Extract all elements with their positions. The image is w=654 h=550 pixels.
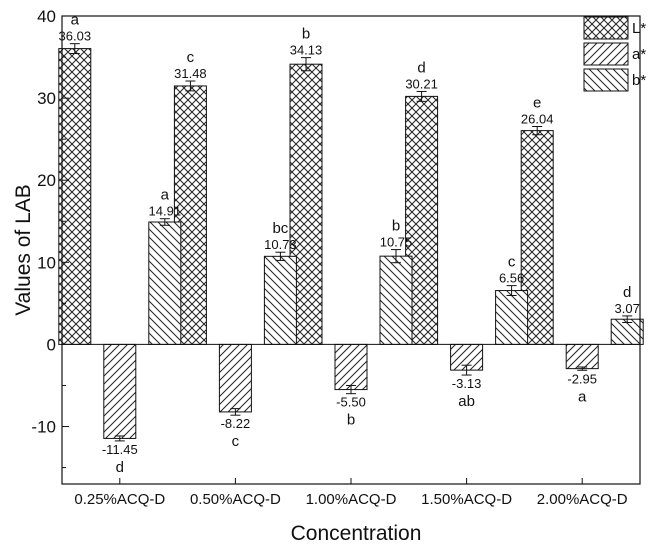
legend-swatch: [583, 42, 629, 66]
significance-letter: c: [187, 49, 195, 66]
legend-swatch: [583, 68, 629, 92]
significance-letter: a: [71, 12, 80, 29]
significance-letter: e: [533, 95, 541, 112]
y-axis-label: Values of LAB: [12, 184, 35, 316]
data-label: 6.56: [499, 271, 524, 286]
significance-letter: a: [161, 187, 170, 204]
bar-astar-4: [565, 343, 599, 370]
legend-label: a*: [632, 46, 646, 63]
data-label: 30.21: [405, 76, 438, 91]
x-tick-label: 0.25%ACQ-D: [74, 491, 165, 508]
y-tick-label: 10: [37, 253, 56, 272]
data-label: -2.95: [567, 371, 597, 386]
data-label: 26.04: [521, 112, 554, 127]
legend-swatch: [583, 16, 629, 40]
legend-label: L*: [632, 20, 646, 37]
significance-letter: c: [508, 254, 516, 271]
x-axis-label: Concentration: [291, 522, 422, 545]
bar-astar-0: [103, 343, 137, 439]
significance-letter: a: [578, 388, 587, 405]
data-label: 34.13: [290, 43, 323, 58]
data-label: 36.03: [59, 29, 92, 44]
data-label: -3.13: [452, 376, 482, 391]
x-tick-label: 0.50%ACQ-D: [190, 491, 281, 508]
data-label: 10.73: [264, 237, 297, 252]
bar-bstar-4: [610, 318, 644, 345]
significance-letter: d: [116, 459, 124, 476]
significance-letter: bc: [272, 220, 288, 237]
significance-letter: d: [417, 59, 425, 76]
x-tick-label: 1.50%ACQ-D: [421, 491, 512, 508]
x-tick-label: 1.00%ACQ-D: [306, 491, 397, 508]
bar-bstar-2: [379, 255, 413, 345]
bar-astar-2: [334, 343, 368, 391]
y-tick-label: 30: [37, 89, 56, 108]
y-tick-label: 40: [37, 7, 56, 26]
bar-astar-1: [218, 343, 252, 413]
significance-letter: b: [347, 412, 355, 429]
bar-Lstar-0: [58, 48, 92, 345]
significance-letter: d: [623, 284, 631, 301]
bar-bstar-0: [148, 221, 182, 345]
significance-letter: ab: [458, 393, 475, 410]
legend-label: b*: [632, 72, 646, 89]
data-label: 10.75: [380, 235, 413, 250]
data-label: -5.50: [336, 395, 366, 410]
data-label: 31.48: [174, 66, 207, 81]
y-tick-label: -10: [31, 418, 56, 437]
data-label: 14.91: [149, 204, 182, 219]
significance-letter: b: [302, 26, 310, 43]
bar-bstar-1: [263, 255, 297, 345]
data-label: 3.07: [615, 301, 640, 316]
x-tick-label: 2.00%ACQ-D: [537, 491, 628, 508]
significance-letter: c: [232, 433, 240, 450]
significance-letter: b: [392, 218, 400, 235]
data-label: -11.45: [102, 442, 138, 457]
y-tick-label: 20: [37, 171, 56, 190]
bar-bstar-3: [495, 290, 529, 345]
data-label: -8.22: [221, 416, 251, 431]
y-tick-label: 0: [47, 335, 56, 354]
